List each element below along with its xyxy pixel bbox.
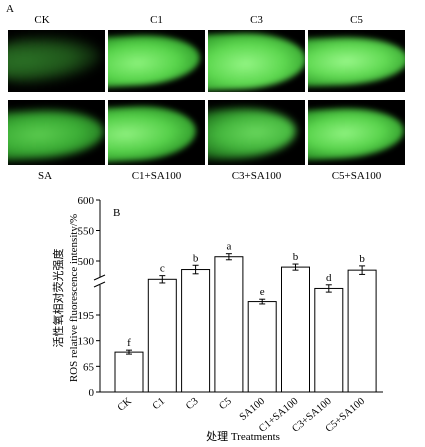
fluorescence-image-c1-sa100 — [108, 100, 205, 165]
panel-a-label: A — [6, 3, 14, 15]
y-tick-label: 65 — [83, 361, 95, 373]
x-tick-label-c3: C3 — [184, 396, 200, 412]
bar-c5-plus-sa100 — [347, 269, 377, 393]
significance-letter-c1: c — [160, 263, 165, 275]
x-tick-label-c1: C1 — [151, 396, 167, 412]
y-tick-label: 600 — [78, 195, 95, 207]
significance-letter-c5: a — [226, 241, 231, 253]
root-tip-fluorescence — [208, 105, 298, 161]
fluorescence-image-c5 — [308, 30, 405, 92]
bar-ck — [114, 351, 144, 393]
significance-letter-c1-plus-sa100: b — [293, 251, 299, 263]
significance-letter-ck: f — [127, 337, 131, 349]
image-label-c5: C5 — [350, 14, 363, 26]
image-label-c3: C3 — [250, 14, 263, 26]
bar-c3 — [181, 269, 211, 393]
bar-sa100 — [247, 301, 277, 393]
x-tick-label-sa100: SA100 — [238, 396, 267, 423]
bar-c1-plus-sa100 — [281, 266, 310, 393]
root-tip-fluorescence — [8, 32, 103, 86]
x-tick-label-ck: CK — [116, 396, 135, 414]
y-tick-label: 0 — [89, 387, 95, 399]
y-tick-label: 550 — [78, 226, 95, 238]
significance-letter-c3: b — [193, 252, 199, 264]
root-tip-fluorescence — [208, 31, 305, 91]
y-tick-label: 195 — [78, 310, 95, 322]
image-label-ck: CK — [34, 14, 50, 26]
bars-group: f c b a e b d b — [114, 241, 377, 393]
y-tick-label: 500 — [78, 256, 95, 268]
fluorescence-image-ck — [8, 30, 105, 92]
x-tick-label-c5: C5 — [217, 396, 233, 412]
significance-letter-c3-plus-sa100: d — [326, 272, 332, 284]
bar-c5 — [214, 256, 244, 393]
fluorescence-image-sa — [8, 100, 105, 165]
root-tip-fluorescence — [308, 105, 405, 161]
image-label-c1: C1 — [150, 14, 163, 26]
image-label-c3-sa100: C3+SA100 — [231, 170, 282, 182]
root-tip-fluorescence — [308, 35, 405, 87]
significance-letter-sa100: e — [260, 286, 265, 298]
y-axis-ticks: 0 65 130 195 500 550 600 — [78, 195, 100, 399]
root-tip-fluorescence — [108, 32, 202, 88]
significance-letter-c5-plus-sa100: b — [359, 253, 365, 265]
panel-b-label: B — [113, 207, 120, 219]
y-axis-label-english: ROS relative fluorescence intensity/% — [68, 214, 80, 382]
root-tip-fluorescence — [8, 107, 105, 161]
image-label-c5-sa100: C5+SA100 — [331, 170, 382, 182]
root-tip-fluorescence — [108, 103, 198, 163]
fluorescence-image-c3 — [208, 30, 305, 92]
y-tick-label: 130 — [78, 336, 95, 348]
image-label-sa: SA — [37, 170, 53, 182]
image-label-c1-sa100: C1+SA100 — [131, 170, 182, 182]
fluorescence-image-c5-sa100 — [308, 100, 405, 165]
bar-c1 — [147, 278, 177, 393]
axis-break-mark — [93, 281, 106, 288]
bar-c3-plus-sa100 — [314, 287, 344, 393]
axis-break-mark — [93, 274, 106, 281]
fluorescence-image-c3-sa100 — [208, 100, 305, 165]
x-axis-label: 处理 Treatments — [206, 430, 280, 443]
y-axis-label-chinese: 活性氧相对荧光强度 — [51, 249, 65, 348]
fluorescence-image-c1 — [108, 30, 205, 92]
